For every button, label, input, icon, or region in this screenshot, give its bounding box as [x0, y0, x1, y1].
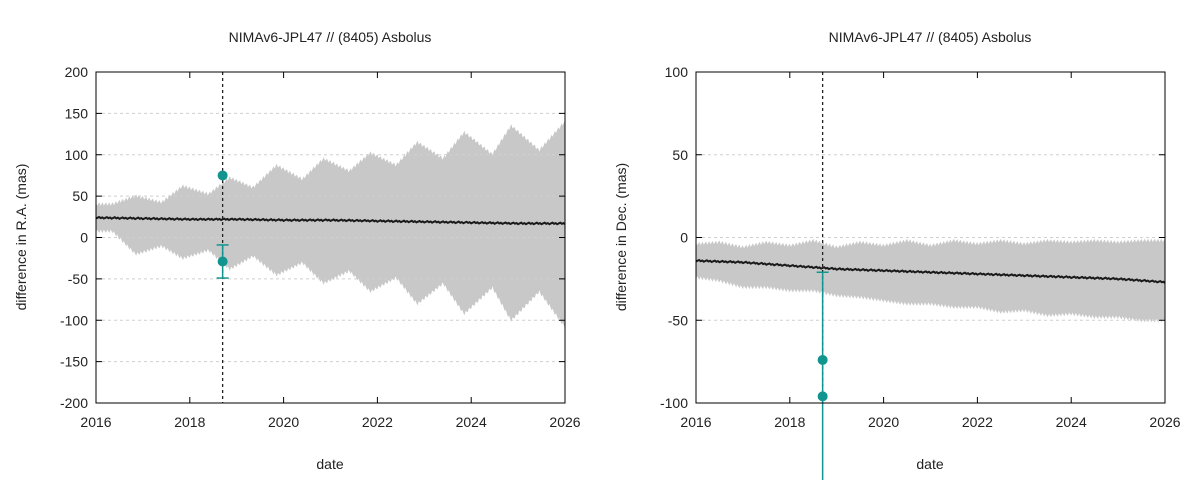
x-tick-label: 2020 — [268, 414, 299, 430]
x-tick-label: 2024 — [1056, 414, 1087, 430]
x-tick-label: 2026 — [1149, 414, 1180, 430]
x-tick-label: 2024 — [456, 414, 487, 430]
ra-difference-chart: NIMAv6-JPL47 // (8405) Asbolus differenc… — [13, 29, 581, 472]
y-tick-label: 150 — [65, 105, 89, 121]
x-tick-label: 2016 — [680, 414, 711, 430]
y-tick-label: 100 — [665, 64, 689, 80]
x-axis-label: date — [316, 456, 343, 472]
x-axis-label: date — [916, 456, 943, 472]
y-tick-label: -150 — [60, 354, 88, 370]
x-tick-label: 2026 — [549, 414, 580, 430]
y-tick-label: -200 — [60, 395, 88, 411]
mean-difference-line — [95, 215, 566, 226]
chart-title: NIMAv6-JPL47 // (8405) Asbolus — [229, 29, 432, 45]
y-tick-label: 50 — [672, 147, 688, 163]
y-axis-label: difference in Dec. (mas) — [613, 163, 629, 311]
y-tick-label: 100 — [65, 147, 89, 163]
x-tick-label: 2018 — [774, 414, 805, 430]
uncertainty-band — [696, 238, 1165, 323]
y-tick-label: -50 — [668, 312, 688, 328]
data-point — [817, 391, 828, 402]
y-tick-label: 200 — [65, 64, 89, 80]
dec-difference-chart: NIMAv6-JPL47 // (8405) Asbolus differenc… — [613, 29, 1181, 480]
x-tick-label: 2020 — [868, 414, 899, 430]
y-axis-label: difference in R.A. (mas) — [13, 164, 29, 311]
y-tick-label: 0 — [80, 230, 88, 246]
x-tick-label: 2022 — [362, 414, 393, 430]
chart-title: NIMAv6-JPL47 // (8405) Asbolus — [829, 29, 1032, 45]
uncertainty-band — [96, 119, 565, 329]
y-tick-label: 0 — [680, 230, 688, 246]
y-tick-label: -100 — [660, 395, 688, 411]
mean-difference-line — [695, 258, 1166, 284]
y-tick-label: -50 — [68, 271, 88, 287]
data-point — [217, 256, 228, 267]
data-point — [217, 170, 228, 181]
y-tick-label: -100 — [60, 312, 88, 328]
x-tick-label: 2016 — [80, 414, 111, 430]
y-tick-label: 50 — [72, 188, 88, 204]
x-tick-label: 2018 — [174, 414, 205, 430]
x-tick-label: 2022 — [962, 414, 993, 430]
